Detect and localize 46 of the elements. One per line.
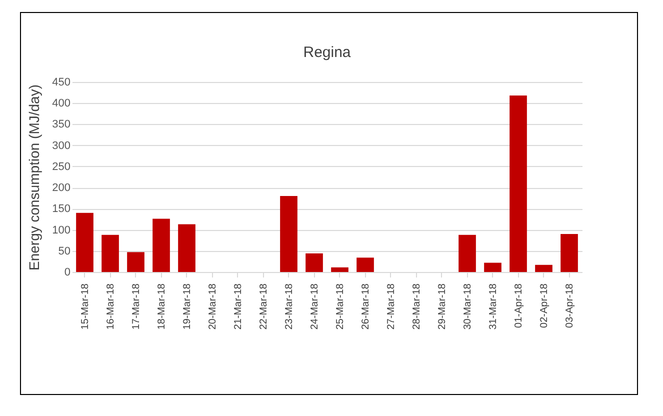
bar xyxy=(560,234,578,272)
bar xyxy=(178,224,196,272)
y-tick-label: 200 xyxy=(52,182,70,194)
y-tick-label: 250 xyxy=(52,160,70,173)
bar xyxy=(306,253,323,272)
y-tick-label: 50 xyxy=(58,245,70,258)
x-tick-label: 17-Mar-18 xyxy=(130,283,142,330)
x-tick-label: 26-Mar-18 xyxy=(360,283,372,330)
x-tick-label: 24-Mar-18 xyxy=(309,283,320,330)
y-tick-label: 300 xyxy=(52,140,70,152)
bar xyxy=(102,234,119,272)
bar xyxy=(510,96,527,272)
chart-title: Regina xyxy=(303,44,352,61)
bar xyxy=(458,234,476,272)
y-axis-title: Energy consumption (MJ/day) xyxy=(26,84,42,270)
bar xyxy=(280,196,298,272)
y-tick-label: 350 xyxy=(52,118,70,131)
x-tick-label: 03-Apr-18 xyxy=(564,283,576,328)
x-tick-label: 01-Apr-18 xyxy=(513,283,524,328)
y-tick-label: 400 xyxy=(52,98,70,110)
x-tick-label: 22-Mar-18 xyxy=(258,283,270,330)
x-tick-label: 27-Mar-18 xyxy=(386,283,397,330)
x-tick-label: 15-Mar-18 xyxy=(80,283,91,330)
x-tick-label: 23-Mar-18 xyxy=(284,283,295,330)
x-tick-label: 20-Mar-18 xyxy=(207,283,218,330)
x-tick-label: 28-Mar-18 xyxy=(411,283,422,330)
x-tick-label: 02-Apr-18 xyxy=(538,283,550,328)
bar xyxy=(152,218,170,272)
bar xyxy=(76,212,94,272)
bar xyxy=(127,252,144,272)
y-tick-label: 150 xyxy=(52,203,70,216)
x-tick-label: 30-Mar-18 xyxy=(462,283,474,330)
bar xyxy=(356,258,374,272)
x-tick-label: 19-Mar-18 xyxy=(182,283,193,330)
x-tick-label: 25-Mar-18 xyxy=(334,283,346,330)
x-tick-label: 29-Mar-18 xyxy=(436,283,448,330)
bar xyxy=(331,267,348,272)
x-tick-label: 31-Mar-18 xyxy=(488,283,499,330)
bar xyxy=(535,264,552,272)
y-tick-label: 100 xyxy=(52,224,70,236)
y-tick-label: 0 xyxy=(64,266,70,278)
x-tick-label: 18-Mar-18 xyxy=(156,283,168,330)
x-tick-label: 16-Mar-18 xyxy=(105,283,116,330)
x-tick-label: 21-Mar-18 xyxy=(232,283,244,330)
y-tick-label: 450 xyxy=(52,76,70,88)
bar xyxy=(484,262,502,272)
